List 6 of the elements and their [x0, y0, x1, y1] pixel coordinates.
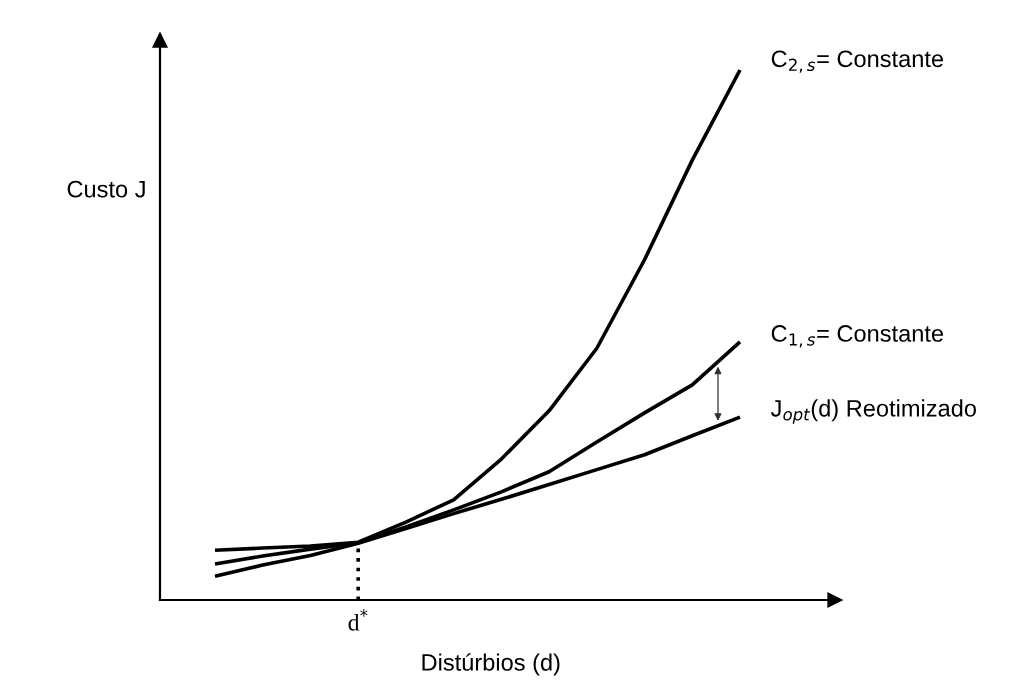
text: d$^{*}$: [348, 609, 368, 631]
series-label: J$_{opt}$(d) Reotimizado: [770, 399, 976, 424]
y-axis-title: Custo J: [67, 180, 145, 198]
x-axis-title: Distúrbios (d): [422, 653, 560, 676]
series-label: C$_{2,s}$= Constante: [771, 50, 944, 73]
series-label: C$_{1,s}$= Constante: [771, 325, 944, 348]
